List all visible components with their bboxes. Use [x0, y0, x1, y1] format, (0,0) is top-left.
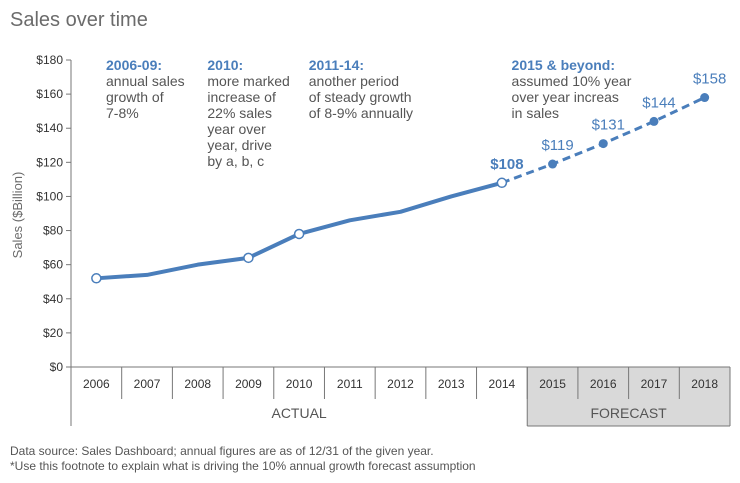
x-tick-label: 2011	[337, 377, 363, 391]
group-label: ACTUAL	[271, 405, 326, 421]
data-label: $144	[642, 94, 675, 111]
x-tick-label: 2013	[438, 377, 465, 391]
footnote-source: Data source: Sales Dashboard; annual fig…	[10, 444, 434, 458]
annotation-line: of 8-9% annually	[309, 105, 413, 121]
actual-data-point	[91, 273, 102, 284]
data-label: $158	[693, 71, 726, 88]
x-tick-label: 2015	[539, 377, 566, 391]
actual-data-point	[243, 252, 254, 264]
actual-data-point	[293, 228, 305, 240]
axes	[70, 60, 731, 427]
data-label: $108	[490, 156, 523, 173]
forecast-data-point	[598, 139, 608, 149]
annotation-line: of steady growth	[309, 89, 412, 105]
annotation-line: increase of	[207, 89, 276, 105]
y-tick-label: $140	[36, 121, 63, 135]
group-label: FORECAST	[590, 405, 667, 421]
x-axis-ticks: 2006 2007 2008 2009 2010 2011 2012 2013 2014 2015…	[83, 367, 718, 399]
x-tick-label: 2014	[489, 377, 516, 391]
x-tick-label: 2006	[83, 377, 110, 391]
data-label: $131	[592, 117, 625, 134]
y-tick-label: $120	[36, 155, 63, 169]
y-axis-label: Sales ($Billion)	[10, 172, 25, 259]
x-tick-label: 2018	[691, 377, 718, 391]
chart-title: Sales over time	[10, 9, 148, 31]
y-tick-label: $100	[36, 189, 63, 203]
y-axis-ticks: $0 $20 $40 $60 $80 $100 $120 $140 $160 $180	[36, 53, 71, 374]
forecast-data-point	[548, 159, 558, 169]
x-tick-label: 2012	[387, 377, 414, 391]
annotation-line: over year increas	[512, 89, 619, 105]
y-tick-label: $40	[43, 292, 63, 306]
annotation-line: in sales	[512, 105, 559, 121]
annotation-line: 22% sales	[207, 105, 272, 121]
annotation-heading: 2010:	[207, 57, 243, 73]
annotation-line: growth of	[106, 89, 164, 105]
data-labels: $108 $119 $131 $144 $158	[490, 71, 726, 173]
y-tick-label: $20	[43, 326, 63, 340]
y-tick-label: $160	[36, 87, 63, 101]
x-tick-label: 2017	[641, 377, 668, 391]
annotation-line: assumed 10% year	[512, 73, 632, 89]
data-label: $119	[541, 137, 573, 154]
forecast-data-point	[649, 116, 659, 126]
annotation-line: annual sales	[106, 73, 185, 89]
series-points	[91, 93, 710, 284]
annotation-line: more marked	[207, 73, 289, 89]
annotation-heading: 2011-14:	[309, 57, 364, 73]
axis-groups: ACTUAL FORECAST	[271, 405, 667, 421]
annotation-line: 7-8%	[106, 105, 139, 121]
x-tick-label: 2010	[286, 377, 313, 391]
annotation-heading: 2015 & beyond:	[512, 57, 615, 73]
annotation-heading: 2006-09:	[106, 57, 162, 73]
annotation-line: another period	[309, 73, 399, 89]
actual-data-point	[496, 177, 508, 189]
x-tick-label: 2008	[184, 377, 211, 391]
annotation-line: year, drive	[207, 137, 272, 153]
forecast-data-point	[700, 93, 710, 103]
annotation-line: by a, b, c	[207, 153, 264, 169]
x-tick-label: 2007	[134, 377, 161, 391]
y-tick-label: $60	[43, 258, 63, 272]
y-tick-label: $0	[50, 360, 64, 374]
x-tick-label: 2016	[590, 377, 617, 391]
annotation-line: year over	[207, 121, 266, 137]
y-tick-label: $180	[36, 53, 63, 67]
x-tick-label: 2009	[235, 377, 262, 391]
y-tick-label: $80	[43, 224, 63, 238]
footnote-forecast: *Use this footnote to explain what is dr…	[10, 459, 476, 473]
